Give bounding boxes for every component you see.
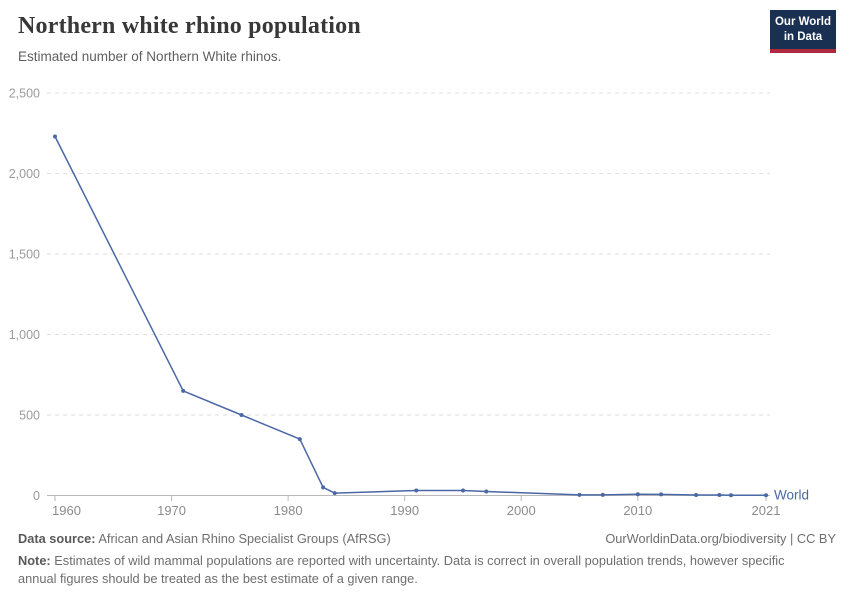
x-axis-tick-label: 2000 (507, 503, 536, 518)
y-axis-tick-label: 2,500 (9, 87, 40, 101)
data-point (321, 485, 326, 490)
data-point (729, 493, 733, 498)
y-axis-tick-label: 2,000 (9, 167, 40, 181)
data-point (332, 491, 337, 496)
x-axis-tick-label: 1960 (52, 503, 81, 518)
data-point (239, 413, 244, 417)
chart-footer: Data source: African and Asian Rhino Spe… (18, 530, 836, 589)
data-point (600, 492, 605, 497)
y-axis-tick-label: 0 (33, 489, 40, 503)
note-value: Estimates of wild mammal populations are… (18, 552, 785, 587)
page-title: Northern white rhino population (18, 13, 361, 39)
data-point (635, 492, 640, 497)
chart-subtitle: Estimated number of Northern White rhino… (18, 48, 282, 64)
chart-header: Northern white rhino population Estimate… (18, 12, 758, 65)
data-source-value: African and Asian Rhino Specialist Group… (95, 531, 391, 546)
data-point (414, 488, 419, 493)
x-axis-tick-label: 2010 (623, 503, 652, 518)
data-point (659, 492, 664, 497)
data-point (484, 489, 489, 494)
series-line-world (54, 135, 767, 496)
x-axis-tick-label: 1970 (157, 503, 186, 518)
data-source-label: Data source: (18, 531, 96, 546)
x-axis-tick-label: 1990 (390, 503, 419, 518)
note-label: Note: (18, 552, 51, 568)
data-point (694, 493, 699, 497)
footer-note: Note: Estimates of wild mammal populatio… (18, 552, 820, 589)
line-chart: 0 500 1,000 1,500 2,000 2,500 1960 1970 1980 1990… (9, 87, 809, 519)
data-point (717, 493, 722, 497)
y-axis-tick-label: 1,500 (9, 248, 40, 262)
y-axis-tick-label: 1,000 (9, 328, 40, 342)
owid-logo[interactable]: Our World in Data (770, 10, 836, 53)
series-entity-label: World (774, 488, 809, 503)
x-axis-tick-label: 2021 (752, 503, 781, 518)
owid-logo-line1: Our World (774, 16, 831, 28)
y-axis-tick-label: 500 (19, 409, 40, 423)
data-point (181, 388, 186, 393)
data-point (53, 134, 57, 139)
data-point (461, 488, 465, 493)
x-axis-tick-label: 1980 (274, 503, 303, 518)
owid-logo-line2: in Data (783, 30, 823, 43)
footer-source-row: Data source: African and Asian Rhino Spe… (18, 530, 836, 549)
data-source: Data source: African and Asian Rhino Spe… (18, 530, 391, 549)
data-point (297, 437, 302, 442)
data-point (577, 492, 582, 497)
owid-citation-link[interactable]: OurWorldinData.org/biodiversity | CC BY (605, 531, 836, 546)
data-point (764, 493, 768, 498)
